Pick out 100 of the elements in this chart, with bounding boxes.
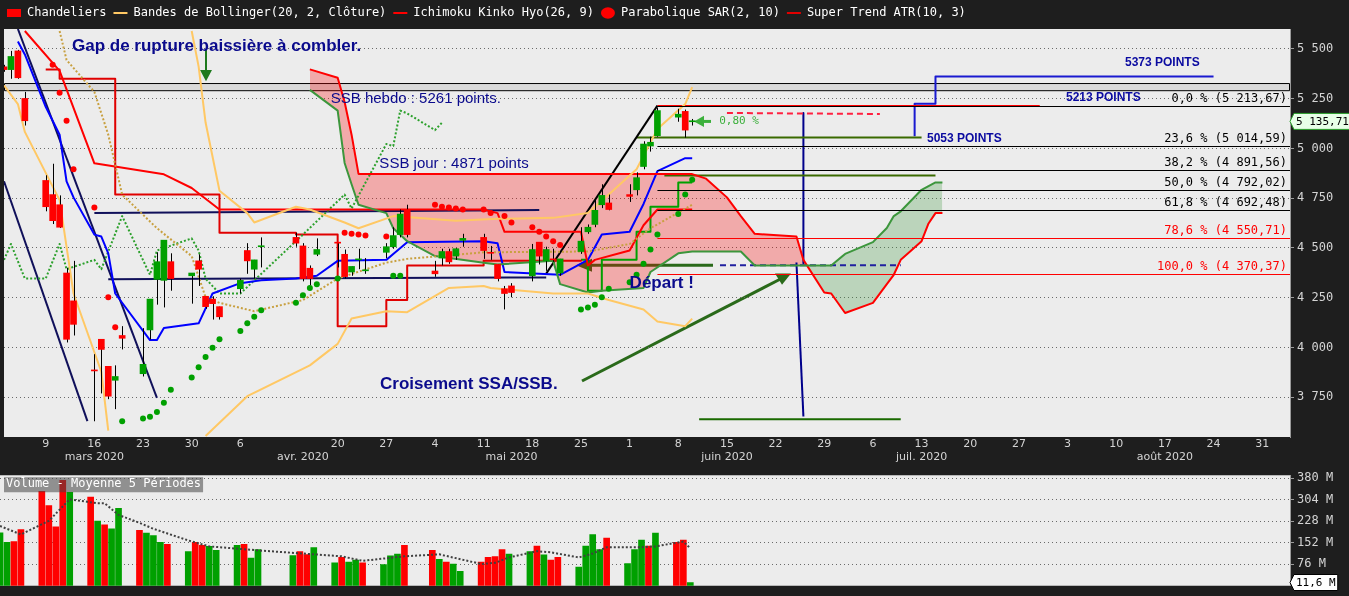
point	[529, 224, 536, 231]
x-tick-label: 13	[914, 437, 929, 451]
bar	[652, 532, 659, 586]
point	[195, 364, 202, 371]
y-tick-label: 5 250	[1297, 90, 1334, 105]
point	[390, 272, 397, 279]
point	[56, 89, 63, 96]
legend-label: Super Trend ATR(10, 3)	[806, 5, 966, 20]
candlestick	[396, 209, 404, 238]
candlestick	[243, 242, 251, 275]
point	[299, 292, 306, 299]
annotation: 5373 POINTS	[1125, 54, 1200, 69]
point	[153, 408, 160, 415]
point	[140, 415, 147, 422]
candlestick	[97, 338, 105, 394]
ref-line-label: 50,0 % (4 792,02)	[1164, 174, 1287, 189]
candlestick	[118, 325, 126, 350]
legend-label: Bandes de Bollinger(20, 2, Clôture)	[133, 5, 387, 20]
point	[654, 231, 661, 238]
point	[577, 306, 584, 313]
bar	[359, 562, 366, 586]
x2-tick-label: mai 2020	[485, 450, 538, 464]
ref-line-label: 61,8 % (4 692,48)	[1164, 194, 1287, 209]
candlestick	[139, 327, 147, 377]
point	[438, 203, 445, 210]
point	[188, 374, 195, 381]
point	[584, 304, 591, 311]
candlestick	[577, 226, 585, 255]
x-tick-label: 4	[431, 437, 439, 451]
x-tick-label: 27	[1011, 437, 1026, 451]
bar	[401, 544, 408, 586]
annotation: Croisement SSA/SSB.	[380, 374, 558, 394]
ref-line-label: 100,0 % (4 370,37)	[1156, 258, 1287, 273]
x2-tick-label: juin 2020	[700, 450, 753, 464]
point	[313, 281, 320, 288]
point	[216, 336, 223, 343]
text: 11,6 M	[1296, 576, 1337, 590]
x-tick-label: 23	[136, 437, 151, 451]
bar	[164, 544, 171, 586]
x-tick-label: 29	[817, 437, 832, 451]
point	[105, 294, 112, 301]
y-tick-label: 152 M	[1297, 534, 1334, 549]
candlestick	[591, 198, 599, 228]
point	[258, 307, 265, 314]
bar	[442, 561, 450, 586]
point	[160, 399, 167, 406]
point	[112, 324, 119, 331]
candlestick	[188, 272, 196, 305]
annotation: Gap de rupture baissière à combler.	[72, 36, 362, 56]
candlestick	[480, 233, 487, 260]
x-tick-label: 30	[184, 437, 199, 451]
y-tick-label: 4 000	[1297, 339, 1334, 354]
candlestick	[167, 252, 175, 292]
point	[508, 219, 515, 226]
x2-tick-label: juil. 2020	[895, 450, 948, 464]
candlestick	[598, 183, 606, 209]
y-tick-label: 380 M	[1297, 470, 1334, 485]
x2-tick-label: avr. 2020	[277, 450, 329, 464]
point	[91, 204, 98, 211]
candlestick	[7, 50, 15, 80]
ref-line-label: 23,6 % (5 014,59)	[1164, 130, 1287, 145]
point	[598, 294, 605, 301]
y-tick-label: 3 750	[1297, 389, 1334, 404]
x-tick-label: 8	[674, 437, 682, 451]
point	[689, 176, 696, 183]
point	[383, 233, 390, 240]
x-tick-label: 11	[476, 437, 491, 451]
point	[146, 413, 153, 420]
line-series	[4, 109, 443, 295]
point	[605, 285, 612, 292]
bar	[428, 550, 436, 586]
y-tick-label: 4 250	[1297, 289, 1334, 304]
y-tick-label: 5 000	[1297, 140, 1334, 155]
point	[647, 246, 654, 253]
point	[348, 230, 355, 237]
point	[244, 320, 251, 327]
ref-line-label: 78,6 % (4 550,71)	[1164, 222, 1287, 237]
y-tick-label: 4 750	[1297, 190, 1334, 205]
y-tick-label: 228 M	[1297, 513, 1334, 528]
y-tick-label: 4 500	[1297, 240, 1334, 255]
bar	[184, 551, 192, 586]
point	[682, 191, 689, 198]
x-tick-label: 24	[1206, 437, 1221, 451]
point	[63, 117, 70, 124]
candlestick	[195, 253, 202, 287]
bar	[331, 562, 339, 586]
y-tick-label: 76 M	[1297, 556, 1326, 571]
annotation: 5213 POINTS	[1066, 90, 1141, 105]
x-tick-label: 1	[626, 437, 634, 451]
point	[70, 166, 77, 173]
y-tick-label: 304 M	[1297, 491, 1334, 506]
line-series	[0, 498, 692, 565]
candlestick	[341, 249, 348, 280]
point	[557, 241, 564, 248]
point	[355, 231, 362, 238]
x-tick-label: 16	[87, 437, 102, 451]
ref-line-label: 38,2 % (4 891,56)	[1164, 154, 1287, 169]
point	[119, 418, 126, 425]
point	[209, 344, 216, 351]
point	[640, 260, 647, 267]
